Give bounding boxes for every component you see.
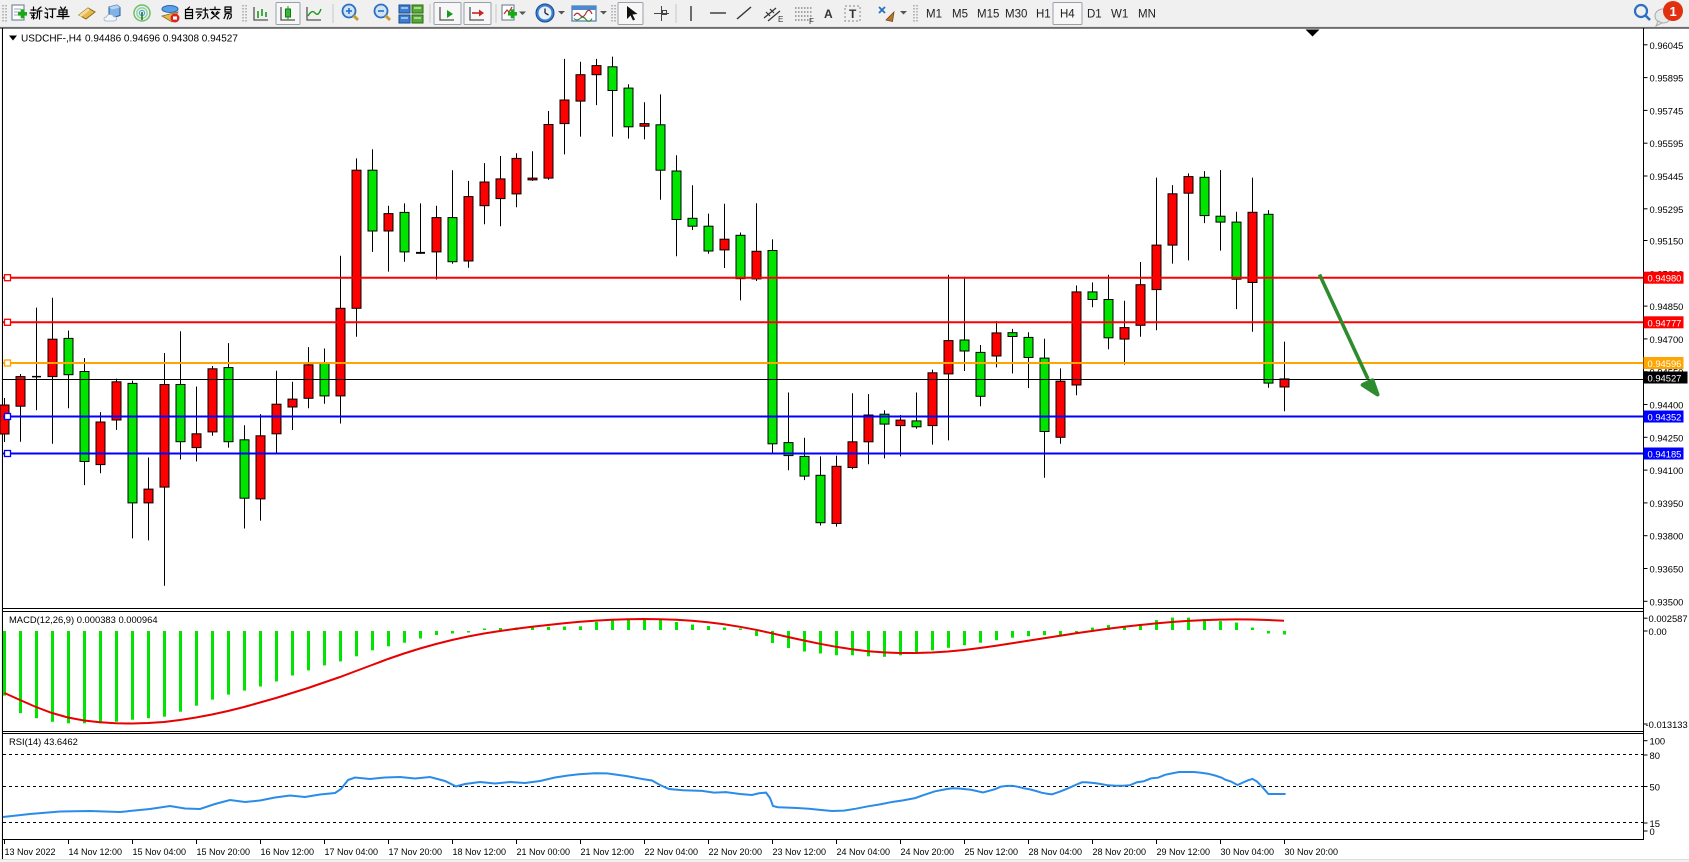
svg-text:29 Nov 12:00: 29 Nov 12:00 — [1157, 847, 1211, 857]
svg-text:16 Nov 12:00: 16 Nov 12:00 — [261, 847, 315, 857]
svg-text:24 Nov 04:00: 24 Nov 04:00 — [837, 847, 891, 857]
svg-text:M5: M5 — [952, 9, 968, 21]
svg-text:MACD(12,26,9) 0.000383 0.00096: MACD(12,26,9) 0.000383 0.000964 — [9, 614, 158, 625]
svg-text:0.93500: 0.93500 — [1650, 596, 1684, 607]
svg-text:0.94352: 0.94352 — [1648, 412, 1682, 423]
svg-text:22 Nov 04:00: 22 Nov 04:00 — [645, 847, 699, 857]
svg-text:15: 15 — [1650, 818, 1660, 829]
svg-text:23 Nov 12:00: 23 Nov 12:00 — [773, 847, 827, 857]
svg-text:50: 50 — [1650, 782, 1660, 793]
svg-text:0.002587: 0.002587 — [1649, 613, 1688, 624]
svg-text:RSI(14) 43.6462: RSI(14) 43.6462 — [9, 736, 78, 747]
svg-text:H4: H4 — [1060, 9, 1075, 21]
svg-text:0.94250: 0.94250 — [1650, 432, 1684, 443]
svg-text:0.94980: 0.94980 — [1648, 273, 1682, 284]
svg-text:0.94700: 0.94700 — [1650, 334, 1684, 345]
svg-text:T: T — [849, 7, 857, 21]
svg-text:0.95745: 0.95745 — [1650, 105, 1684, 116]
svg-text:0.94850: 0.94850 — [1650, 301, 1684, 312]
svg-text:22 Nov 20:00: 22 Nov 20:00 — [709, 847, 763, 857]
svg-text:25 Nov 12:00: 25 Nov 12:00 — [965, 847, 1019, 857]
svg-text:0: 0 — [1650, 826, 1655, 837]
svg-text:21 Nov 00:00: 21 Nov 00:00 — [517, 847, 571, 857]
svg-text:0.94100: 0.94100 — [1650, 465, 1684, 476]
svg-text:0.00: 0.00 — [1649, 626, 1667, 637]
svg-text:24 Nov 20:00: 24 Nov 20:00 — [901, 847, 955, 857]
svg-text:A: A — [824, 7, 833, 21]
svg-text:0.94400: 0.94400 — [1650, 400, 1684, 411]
svg-text:28 Nov 20:00: 28 Nov 20:00 — [1093, 847, 1147, 857]
svg-text:0.94486 0.94696 0.94308 0.9452: 0.94486 0.94696 0.94308 0.94527 — [85, 34, 238, 45]
svg-text:100: 100 — [1650, 736, 1666, 747]
svg-text:-0.013133: -0.013133 — [1646, 719, 1688, 730]
svg-text:17 Nov 04:00: 17 Nov 04:00 — [325, 847, 379, 857]
svg-text:30 Nov 04:00: 30 Nov 04:00 — [1221, 847, 1275, 857]
svg-text:USDCHF-,H4: USDCHF-,H4 — [21, 34, 82, 45]
svg-text:17 Nov 20:00: 17 Nov 20:00 — [389, 847, 443, 857]
svg-text:D1: D1 — [1087, 9, 1102, 21]
svg-text:MN: MN — [1138, 9, 1156, 21]
svg-text:0.94777: 0.94777 — [1648, 317, 1682, 328]
svg-text:F: F — [809, 17, 814, 26]
svg-text:M30: M30 — [1005, 9, 1027, 21]
svg-text:15 Nov 04:00: 15 Nov 04:00 — [133, 847, 187, 857]
svg-text:80: 80 — [1650, 750, 1660, 761]
svg-text:28 Nov 04:00: 28 Nov 04:00 — [1029, 847, 1083, 857]
svg-text:0.95595: 0.95595 — [1650, 138, 1684, 149]
svg-text:M15: M15 — [977, 9, 999, 21]
svg-text:0.96045: 0.96045 — [1650, 40, 1684, 51]
svg-text:0.93650: 0.93650 — [1650, 564, 1684, 575]
svg-text:0.95150: 0.95150 — [1650, 236, 1684, 247]
svg-text:0.95295: 0.95295 — [1650, 204, 1684, 215]
svg-text:M1: M1 — [926, 9, 942, 21]
svg-text:0.93800: 0.93800 — [1650, 531, 1684, 542]
svg-text:1: 1 — [1670, 4, 1677, 19]
svg-text:0.94596: 0.94596 — [1648, 358, 1682, 369]
svg-text:18 Nov 12:00: 18 Nov 12:00 — [453, 847, 507, 857]
svg-text:15 Nov 20:00: 15 Nov 20:00 — [197, 847, 251, 857]
svg-text:W1: W1 — [1111, 9, 1128, 21]
svg-text:13 Nov 2022: 13 Nov 2022 — [5, 847, 56, 857]
svg-text:H1: H1 — [1036, 9, 1051, 21]
svg-text:21 Nov 12:00: 21 Nov 12:00 — [581, 847, 635, 857]
svg-text:14 Nov 12:00: 14 Nov 12:00 — [69, 847, 123, 857]
svg-text:0.94185: 0.94185 — [1648, 449, 1682, 460]
svg-text:0.95445: 0.95445 — [1650, 171, 1684, 182]
svg-text:0.93950: 0.93950 — [1650, 498, 1684, 509]
svg-text:0.94527: 0.94527 — [1648, 373, 1682, 384]
svg-text:E: E — [778, 15, 783, 24]
svg-text:30 Nov 20:00: 30 Nov 20:00 — [1285, 847, 1339, 857]
svg-text:0.95895: 0.95895 — [1650, 73, 1684, 84]
